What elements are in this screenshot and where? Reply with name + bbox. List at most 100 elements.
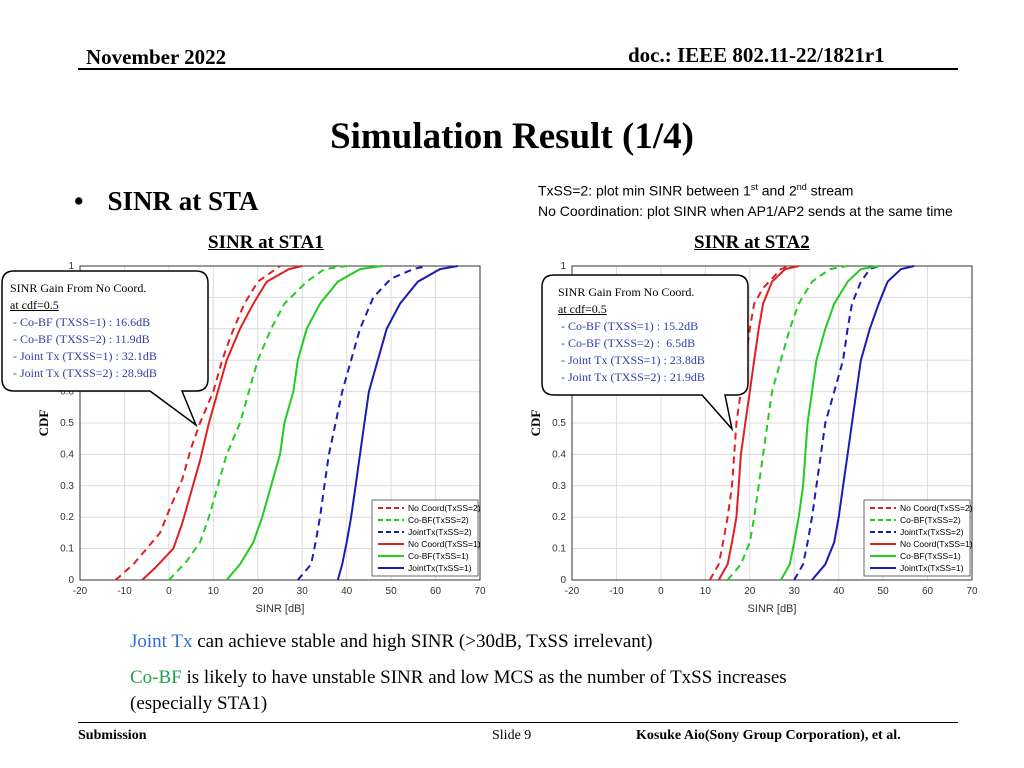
x-tick-label: 10 xyxy=(700,586,712,597)
x-tick-label: 70 xyxy=(966,586,978,597)
y-axis-label: CDF xyxy=(528,410,543,437)
callout-line: - Co-BF (TXSS=1) : 15.2dB xyxy=(558,319,699,333)
y-tick-label: 0 xyxy=(560,575,566,586)
x-tick-label: 50 xyxy=(878,586,890,597)
series-line xyxy=(811,265,915,581)
footer-slide-number: Slide 9 xyxy=(492,728,532,743)
legend-label: No Coord(TxSS=2) xyxy=(900,503,973,513)
series-line xyxy=(726,265,848,581)
x-tick-label: 40 xyxy=(341,586,353,597)
bullet-text: SINR at STA xyxy=(107,186,259,216)
legend-label: No Coord(TxSS=1) xyxy=(408,539,481,549)
x-tick-label: 50 xyxy=(386,586,398,597)
y-tick-label: 0.1 xyxy=(552,544,566,555)
cdf-chart-sta1: -20 -10 0 10 20 30 40 50 60 70 0 0.1 0.2 0.3 0.4 0.5 0.6… xyxy=(36,261,486,615)
legend-label: JointTx(TxSS=2) xyxy=(408,527,472,537)
bullet-marker: • xyxy=(74,186,84,216)
legend-label: JointTx(TxSS=2) xyxy=(900,527,964,537)
joint-tx-term: Joint Tx xyxy=(130,631,193,652)
y-tick-label: 0.2 xyxy=(552,512,566,523)
page-title: Simulation Result (1/4) xyxy=(330,116,694,157)
y-tick-label: 0.1 xyxy=(60,544,74,555)
callout-subheading: at cdf=0.5 xyxy=(10,298,59,312)
footer-submission: Submission xyxy=(78,728,147,743)
notes-text: TxSS=2: plot min SINR between 1st and 2n… xyxy=(538,177,953,221)
callout-line: - Joint Tx (TXSS=2) : 28.9dB xyxy=(10,366,157,380)
legend-label: Co-BF(TxSS=2) xyxy=(408,515,469,525)
y-tick-label: 0.4 xyxy=(60,449,74,460)
x-tick-label: 10 xyxy=(208,586,220,597)
x-tick-label: 30 xyxy=(297,586,309,597)
x-axis-label: SINR [dB] xyxy=(256,603,305,615)
callout-line: - Co-BF (TXSS=2) : 11.9dB xyxy=(10,332,150,346)
x-tick-label: 40 xyxy=(833,586,845,597)
x-tick-label: 60 xyxy=(430,586,442,597)
bullet-item: • SINR at STA xyxy=(74,186,258,217)
callout-heading: SINR Gain From No Coord. xyxy=(10,281,147,295)
legend-label: No Coord(TxSS=2) xyxy=(408,503,481,513)
x-tick-label: 30 xyxy=(789,586,801,597)
y-axis-label: CDF xyxy=(36,410,51,437)
y-tick-label: 0.3 xyxy=(60,481,74,492)
summary-line-1: Joint Tx can achieve stable and high SIN… xyxy=(130,631,653,652)
x-tick-label: -10 xyxy=(117,586,132,597)
callout-line: - Co-BF (TXSS=2) : 6.5dB xyxy=(558,336,696,350)
panel-title-sta2: SINR at STA2 xyxy=(694,232,810,253)
y-tick-label: 0.3 xyxy=(552,481,566,492)
callout-line: - Joint Tx (TXSS=2) : 21.9dB xyxy=(558,370,705,384)
series-line xyxy=(336,265,458,581)
x-tick-label: 20 xyxy=(252,586,264,597)
panel-title-sta1: SINR at STA1 xyxy=(208,232,324,253)
y-tick-label: 0.5 xyxy=(60,418,74,429)
legend-box xyxy=(371,499,479,577)
note-line-1: TxSS=2: plot min SINR between 1st and 2n… xyxy=(538,182,854,199)
y-tick-label: 0.5 xyxy=(552,418,566,429)
y-tick-label: 0.2 xyxy=(60,512,74,523)
legend-label: No Coord(TxSS=1) xyxy=(900,539,973,549)
footer-rule xyxy=(78,722,958,723)
plot-frame xyxy=(571,265,973,581)
x-axis-label: SINR [dB] xyxy=(748,603,797,615)
series-line xyxy=(225,265,383,581)
legend-label: Co-BF(TxSS=2) xyxy=(900,515,961,525)
callout-line: - Co-BF (TXSS=1) : 16.6dB xyxy=(10,315,151,329)
legend-label: Co-BF(TxSS=1) xyxy=(900,551,961,561)
y-tick-label: 0.6 xyxy=(60,387,74,398)
x-tick-label: -10 xyxy=(609,586,624,597)
legend-label: Co-BF(TxSS=1) xyxy=(408,551,469,561)
summary-line-2: Co-BF is likely to have unstable SINR an… xyxy=(130,667,787,714)
x-tick-label: 0 xyxy=(166,586,172,597)
x-tick-label: 20 xyxy=(744,586,756,597)
x-tick-label: 60 xyxy=(922,586,934,597)
callout-bubble-sta1 xyxy=(1,270,209,428)
series-line xyxy=(297,265,427,581)
y-tick-label: 0 xyxy=(68,575,74,586)
callout-text-sta2: SINR Gain From No Coord. at cdf=0.5 - Co… xyxy=(558,284,705,386)
series-line xyxy=(717,265,799,581)
series-line xyxy=(168,265,347,581)
plot-frame xyxy=(79,265,481,581)
callout-text-sta1: SINR Gain From No Coord. at cdf=0.5 - Co… xyxy=(10,280,157,382)
callout-line: - Joint Tx (TXSS=1) : 23.8dB xyxy=(558,353,705,367)
header-rule xyxy=(78,68,958,70)
series-line xyxy=(780,265,879,581)
footer-author: Kosuke Aio(Sony Group Corporation), et a… xyxy=(636,728,901,743)
y-tick-label: 1 xyxy=(560,261,566,272)
callout-line: - Joint Tx (TXSS=1) : 32.1dB xyxy=(10,349,157,363)
legend-box xyxy=(863,499,971,577)
callout-bubble-sta2 xyxy=(541,274,749,432)
y-tick-label: 1 xyxy=(68,261,74,272)
callout-subheading: at cdf=0.5 xyxy=(558,302,607,316)
x-tick-label: 70 xyxy=(474,586,486,597)
header-doc-id: doc.: IEEE 802.11-22/1821r1 xyxy=(628,43,885,67)
x-tick-label: 0 xyxy=(658,586,664,597)
series-line xyxy=(114,265,281,581)
series-line xyxy=(793,265,880,581)
x-tick-label: -20 xyxy=(565,586,580,597)
legend-label: JointTx(TxSS=1) xyxy=(900,563,964,573)
x-tick-label: -20 xyxy=(73,586,88,597)
note-line-2: No Coordination: plot SINR when AP1/AP2 … xyxy=(538,202,953,219)
callout-heading: SINR Gain From No Coord. xyxy=(558,285,695,299)
series-line xyxy=(141,265,303,581)
co-bf-term: Co-BF xyxy=(130,667,182,688)
